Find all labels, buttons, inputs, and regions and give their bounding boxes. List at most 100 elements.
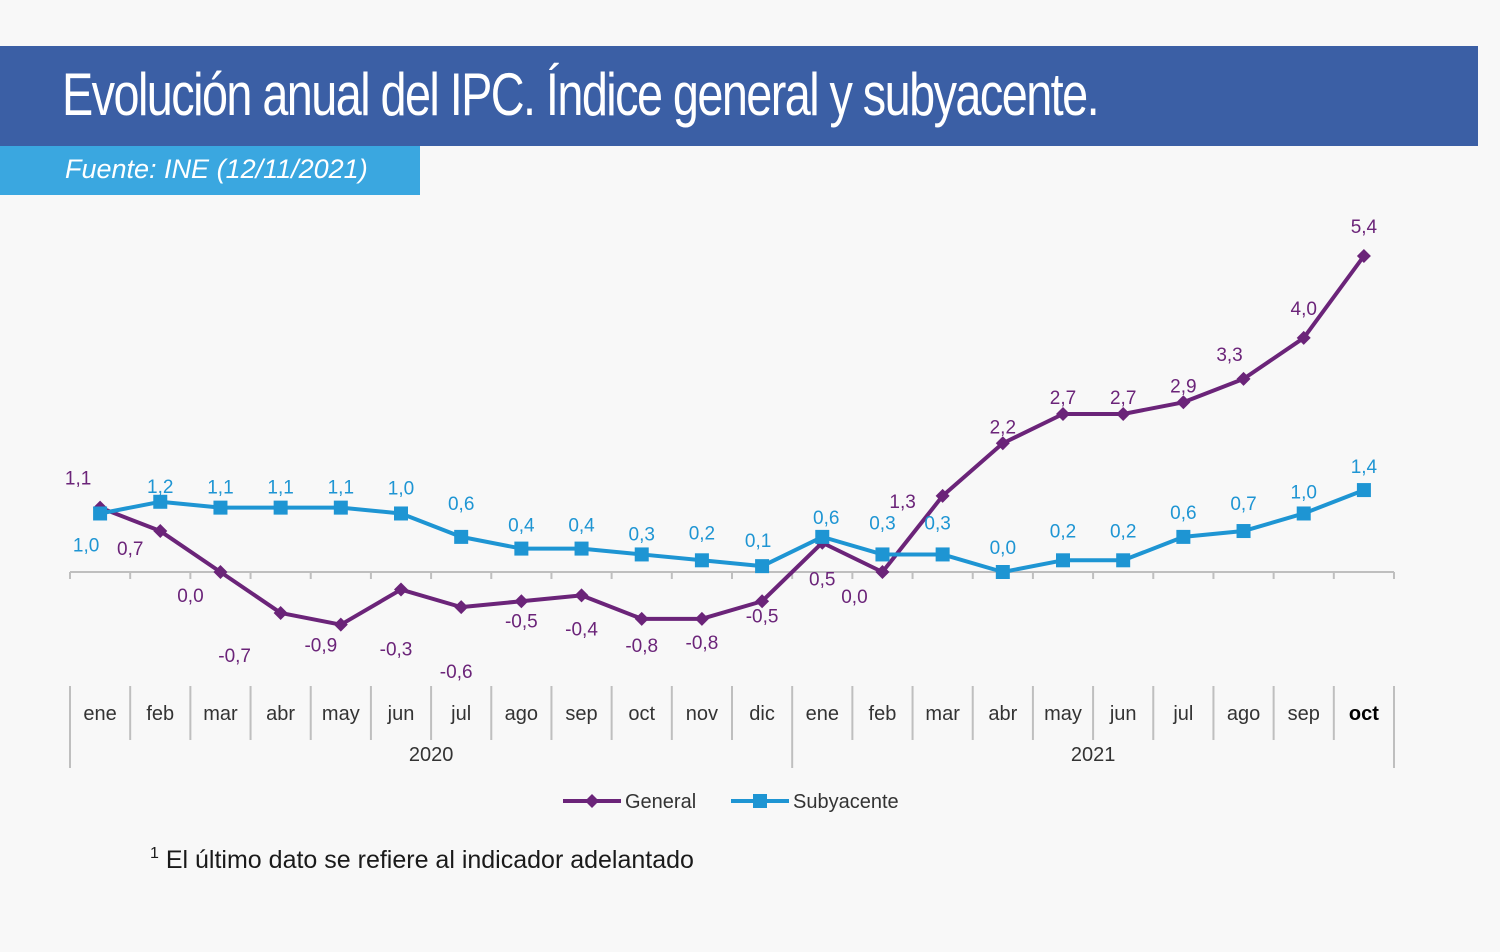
subyacente-point [1296,506,1311,521]
subyacente-point [213,500,228,515]
general-data-label: 3,3 [1216,345,1242,366]
subyacente-data-label: 0,3 [629,524,655,545]
category-label: abr [266,703,295,725]
general-point [1296,330,1311,345]
subyacente-point [694,553,709,568]
legend-subyacente-label: Subyacente [793,791,899,813]
category-label: ago [1227,703,1260,725]
general-data-label: 2,7 [1050,388,1076,409]
source-bar: Fuente: INE (12/11/2021) [0,146,420,195]
subyacente-data-label: 1,1 [267,478,293,499]
subyacente-point [514,541,529,556]
general-data-label: 0,7 [117,539,143,560]
subyacente-data-label: 1,0 [388,478,414,499]
footnote: 1 El último dato se refiere al indicador… [150,845,694,875]
general-point [1056,407,1070,421]
general-data-label: 0,0 [841,587,867,608]
category-label: ago [505,703,538,725]
general-data-label: 1,3 [889,492,915,513]
subyacente-point [394,506,408,521]
general-point [634,611,649,626]
footnote-text: El último dato se refiere al indicador a… [158,846,694,874]
year-label: 2020 [409,744,454,766]
general-data-label: -0,7 [218,646,251,667]
subyacente-point [454,529,469,544]
general-data-label: -0,4 [565,619,598,640]
category-label: feb [869,703,897,725]
category-label: jun [387,703,415,725]
category-label: oct [1349,703,1379,725]
general-point [755,594,770,609]
general-data-label: 0,5 [809,570,835,591]
subyacente-point [935,547,950,562]
general-data-label: 5,4 [1351,217,1378,238]
legend-general-marker [585,794,599,808]
subyacente-point [875,547,890,562]
category-label: jul [450,703,471,725]
category-label: ene [806,703,839,725]
subyacente-data-label: 1,1 [328,478,354,499]
subyacente-data-label: 0,4 [568,516,595,537]
category-label: mar [203,703,238,725]
chart-title: Evolución anual del IPC. Índice general … [62,61,1100,128]
category-label: sep [1288,703,1320,725]
general-data-label: 4,0 [1291,299,1317,320]
subyacente-data-label: 0,3 [924,513,950,534]
general-point [995,436,1010,451]
subyacente-data-label: 1,0 [1291,482,1317,503]
general-point [153,524,168,539]
subyacente-data-label: 0,2 [689,523,715,544]
subyacente-point [1236,524,1251,539]
category-label: dic [749,703,775,725]
subyacente-point [815,529,830,544]
category-label: mar [925,703,960,725]
general-line [99,254,1366,627]
subyacente-data-label: 1,4 [1351,457,1378,478]
category-label: feb [146,703,174,725]
general-point [694,611,709,626]
subyacente-data-label: 0,2 [1050,521,1076,542]
subyacente-point [1176,529,1191,544]
general-point [1116,407,1131,421]
category-label: abr [988,703,1017,725]
general-point [213,565,228,579]
category-label: jun [1109,703,1137,725]
general-data-label: 0,0 [177,586,203,607]
general-data-label: -0,5 [505,611,538,632]
category-label: may [1044,703,1082,725]
category-label: may [322,703,360,725]
general-data-label: -0,8 [625,636,658,657]
category-label: jul [1172,703,1193,725]
general-data-label: -0,9 [304,636,337,657]
general-point [394,582,408,597]
subyacente-point [153,494,168,509]
general-point [454,600,469,615]
general-point [273,605,288,620]
subyacente-data-label: 0,1 [745,531,771,552]
general-data-label: 1,1 [65,469,91,490]
year-label: 2021 [1071,744,1116,766]
subyacente-point [995,565,1010,579]
general-data-label: -0,3 [380,640,413,661]
general-data-label: 2,7 [1110,388,1136,409]
subyacente-point [1056,553,1070,568]
title-bar: Evolución anual del IPC. Índice general … [0,46,1478,146]
subyacente-data-label: 0,3 [869,513,895,534]
general-data-label: 2,2 [990,417,1016,438]
general-data-label: 2,9 [1170,376,1196,397]
category-label: ene [83,703,116,725]
subyacente-point [755,559,770,574]
subyacente-data-label: 0,6 [813,508,839,529]
subyacente-data-label: 1,1 [207,478,233,499]
subyacente-data-label: 0,2 [1110,521,1136,542]
general-data-label: -0,8 [686,633,719,654]
legend-general-label: General [625,791,696,813]
general-data-label: -0,6 [440,662,473,683]
general-point [514,594,529,609]
category-label: oct [628,703,655,725]
general-point [1236,371,1251,386]
footnote-marker: 1 [150,845,159,862]
general-data-label: -0,5 [746,606,779,627]
subyacente-data-label: 0,7 [1230,494,1256,515]
